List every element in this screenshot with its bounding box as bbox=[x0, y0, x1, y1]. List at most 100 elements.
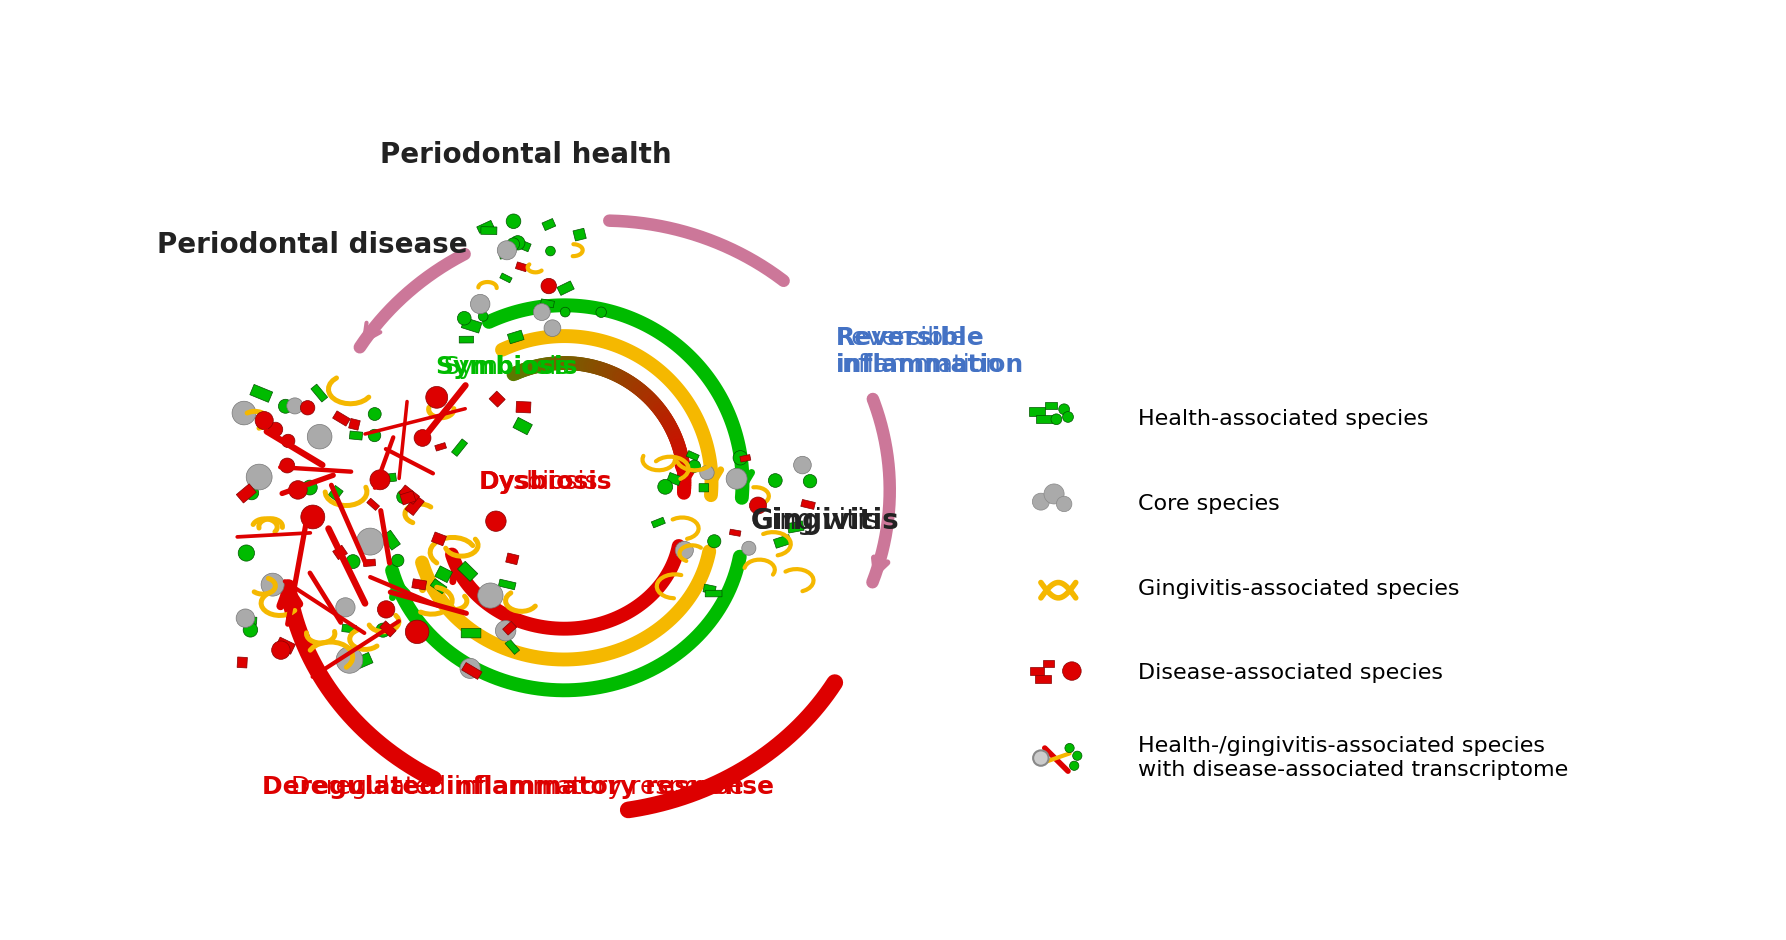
Circle shape bbox=[1059, 404, 1070, 415]
Circle shape bbox=[245, 486, 259, 500]
Circle shape bbox=[370, 470, 389, 490]
Bar bbox=[332, 411, 350, 426]
Bar bbox=[366, 498, 380, 510]
Circle shape bbox=[804, 475, 816, 488]
Bar bbox=[400, 491, 416, 505]
Bar bbox=[704, 584, 716, 594]
Circle shape bbox=[238, 545, 254, 561]
Circle shape bbox=[768, 474, 782, 487]
Bar bbox=[430, 579, 446, 594]
Bar bbox=[477, 220, 493, 233]
Circle shape bbox=[461, 658, 480, 679]
Bar bbox=[1043, 660, 1054, 666]
Text: Deregulated inflammatory response: Deregulated inflammatory response bbox=[291, 775, 745, 799]
Circle shape bbox=[688, 460, 700, 472]
Bar bbox=[686, 450, 700, 461]
Circle shape bbox=[300, 400, 314, 415]
Bar bbox=[507, 330, 523, 344]
Text: Dysbiosis: Dysbiosis bbox=[479, 470, 613, 494]
Bar bbox=[516, 262, 529, 272]
Bar bbox=[513, 417, 532, 435]
Circle shape bbox=[368, 430, 380, 442]
Circle shape bbox=[1073, 751, 1082, 760]
Circle shape bbox=[336, 647, 363, 673]
Bar bbox=[705, 590, 722, 597]
Bar bbox=[250, 384, 273, 402]
Circle shape bbox=[750, 497, 766, 514]
Circle shape bbox=[391, 555, 404, 567]
Circle shape bbox=[302, 480, 318, 495]
Bar bbox=[666, 473, 682, 485]
Bar bbox=[498, 579, 516, 589]
Circle shape bbox=[741, 541, 755, 556]
Bar bbox=[434, 566, 452, 583]
Circle shape bbox=[545, 246, 555, 256]
Bar bbox=[236, 484, 257, 503]
Circle shape bbox=[280, 458, 295, 473]
Bar bbox=[541, 218, 555, 230]
Bar bbox=[1029, 407, 1045, 416]
Circle shape bbox=[1063, 662, 1081, 681]
Circle shape bbox=[282, 434, 295, 447]
Bar bbox=[382, 530, 400, 550]
Circle shape bbox=[307, 425, 332, 449]
Bar bbox=[1036, 675, 1050, 682]
Circle shape bbox=[1032, 750, 1048, 766]
Bar bbox=[773, 535, 791, 548]
Text: Deregulated inflammatory response: Deregulated inflammatory response bbox=[263, 775, 773, 799]
Circle shape bbox=[377, 601, 395, 619]
Bar bbox=[457, 561, 479, 581]
Circle shape bbox=[1032, 494, 1050, 510]
Bar bbox=[1045, 401, 1057, 409]
Circle shape bbox=[243, 622, 257, 637]
Text: Disease-associated species: Disease-associated species bbox=[1138, 664, 1443, 683]
Text: Gingivitis: Gingivitis bbox=[750, 507, 880, 535]
Text: Reversible
inflammation: Reversible inflammation bbox=[836, 325, 1002, 377]
Circle shape bbox=[541, 278, 557, 293]
Circle shape bbox=[1050, 414, 1063, 425]
Circle shape bbox=[479, 311, 488, 321]
Circle shape bbox=[238, 415, 248, 424]
Bar bbox=[573, 228, 586, 241]
Circle shape bbox=[707, 535, 722, 548]
Circle shape bbox=[268, 422, 282, 437]
Bar bbox=[275, 637, 295, 654]
Text: Health-/gingivitis-associated species
with disease-associated transcriptome: Health-/gingivitis-associated species wi… bbox=[1138, 736, 1568, 779]
Circle shape bbox=[261, 573, 284, 596]
Bar bbox=[516, 240, 530, 252]
Circle shape bbox=[727, 468, 747, 489]
Text: Dysbiosis: Dysbiosis bbox=[479, 470, 598, 494]
Text: Symbiosis: Symbiosis bbox=[443, 355, 570, 379]
Bar bbox=[364, 532, 380, 549]
Bar bbox=[238, 657, 248, 668]
Circle shape bbox=[657, 479, 673, 494]
Circle shape bbox=[561, 307, 570, 317]
Circle shape bbox=[486, 511, 505, 531]
Text: Gingivitis: Gingivitis bbox=[750, 507, 898, 535]
Circle shape bbox=[368, 408, 380, 420]
Text: Gingivitis-associated species: Gingivitis-associated species bbox=[1138, 579, 1459, 599]
Circle shape bbox=[675, 541, 693, 559]
Bar bbox=[452, 439, 468, 457]
Bar bbox=[461, 318, 482, 333]
Bar bbox=[405, 495, 425, 515]
Bar bbox=[698, 484, 709, 492]
Circle shape bbox=[405, 620, 429, 644]
Circle shape bbox=[470, 294, 489, 314]
Circle shape bbox=[793, 456, 811, 474]
Text: Reversible
inflammation: Reversible inflammation bbox=[836, 325, 1023, 377]
Bar bbox=[739, 455, 750, 462]
Bar bbox=[652, 517, 666, 528]
Circle shape bbox=[300, 505, 325, 529]
Circle shape bbox=[232, 401, 255, 425]
Circle shape bbox=[279, 400, 293, 414]
Bar bbox=[539, 299, 554, 307]
Circle shape bbox=[534, 304, 550, 321]
Bar bbox=[377, 473, 396, 483]
Circle shape bbox=[396, 490, 411, 504]
Circle shape bbox=[511, 236, 525, 250]
Bar bbox=[461, 629, 480, 638]
Bar bbox=[329, 485, 343, 501]
Circle shape bbox=[700, 465, 714, 479]
Circle shape bbox=[597, 307, 607, 318]
